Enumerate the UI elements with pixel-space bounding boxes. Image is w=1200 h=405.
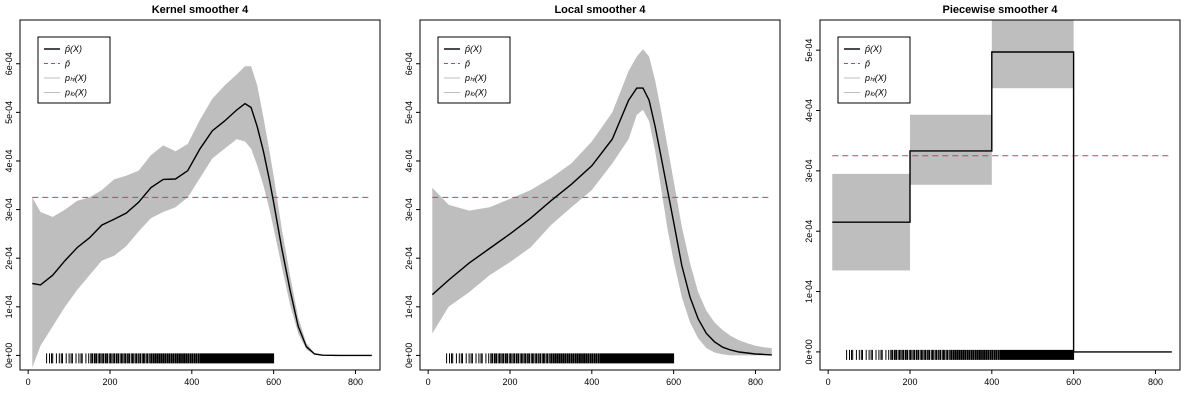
legend-label: p̄: [864, 59, 870, 69]
y-tick-label: 2e-04: [4, 247, 14, 270]
panel-title: Kernel smoother 4: [152, 4, 249, 16]
plot-frame: [819, 19, 1181, 371]
y-tick-label: 4e-04: [404, 149, 414, 172]
y-tick-label: 5e-04: [4, 101, 14, 124]
panel-2: Local smoother 4 0 200 400 600 800 0e+00 1e-04 2…: [404, 4, 781, 387]
x-tick-label: 400: [184, 377, 199, 387]
y-tick-label: 6e-04: [404, 52, 414, 75]
fitted-curve: [431, 87, 772, 356]
confidence-band-segment: [991, 20, 1074, 89]
y-tick-label: 0e+00: [404, 343, 414, 368]
x-tick-label: 800: [1148, 377, 1163, 387]
panel-3: Piecewise smoother 4 0 200 400 600 800 0e+00 1e…: [804, 4, 1181, 387]
legend: p̂(X) p̄ pₕᵢ(X) pₗₒ(X): [837, 36, 911, 104]
y-tick-label: 6e-04: [4, 52, 14, 75]
plot-frame: [19, 19, 381, 371]
panel-1: Kernel smoother 4 0 200 400 600 800 0e+00 1e-04…: [4, 4, 381, 387]
x-tick-label: 400: [584, 377, 599, 387]
y-tick-label: 5e-04: [804, 39, 814, 62]
rug-marks: [446, 353, 675, 364]
x-tick-label: 0: [26, 377, 31, 387]
legend-label: pₕᵢ(X): [464, 73, 487, 83]
legend-label: p̄: [464, 59, 470, 69]
y-tick-label: 0e+00: [4, 343, 14, 368]
x-tick-label: 400: [984, 377, 999, 387]
legend-label: pₗₒ(X): [864, 88, 887, 98]
y-tick-label: 1e-04: [804, 280, 814, 303]
rug-marks: [46, 353, 275, 364]
x-tick-label: 0: [426, 377, 431, 387]
y-tick-label: 1e-04: [4, 295, 14, 318]
legend-label: p̂(X): [64, 44, 82, 54]
x-tick-label: 200: [902, 377, 917, 387]
y-tick-label: 3e-04: [404, 198, 414, 221]
x-tick-label: 800: [748, 377, 763, 387]
plot-frame: [419, 19, 781, 371]
y-tick-label: 5e-04: [404, 101, 414, 124]
x-tick-label: 800: [348, 377, 363, 387]
y-tick-label: 3e-04: [804, 159, 814, 182]
fitted-curve: [832, 51, 1172, 353]
y-tick-label: 2e-04: [804, 220, 814, 243]
legend-label: pₕᵢ(X): [864, 73, 887, 83]
y-tick-label: 0e+00: [804, 339, 814, 364]
legend-label: p̂(X): [464, 44, 482, 54]
legend-label: pₗₒ(X): [464, 88, 487, 98]
panel-title: Local smoother 4: [554, 4, 646, 16]
legend: p̂(X) p̄ pₕᵢ(X) pₗₒ(X): [37, 36, 111, 104]
y-tick-label: 3e-04: [4, 198, 14, 221]
x-tick-label: 200: [502, 377, 517, 387]
legend: p̂(X) p̄ pₕᵢ(X) pₗₒ(X): [437, 36, 511, 104]
x-tick-label: 0: [826, 377, 831, 387]
legend-label: pₕᵢ(X): [64, 73, 87, 83]
y-tick-label: 2e-04: [404, 247, 414, 270]
x-tick-label: 600: [666, 377, 681, 387]
rug-marks: [846, 349, 1075, 360]
x-tick-label: 600: [1066, 377, 1081, 387]
y-tick-label: 4e-04: [804, 99, 814, 122]
legend-label: p̄: [64, 59, 70, 69]
fitted-curve: [32, 102, 372, 357]
confidence-band: [32, 66, 372, 368]
confidence-band-segment: [910, 114, 992, 185]
x-tick-label: 200: [102, 377, 117, 387]
legend-label: p̂(X): [864, 44, 882, 54]
panel-title: Piecewise smoother 4: [943, 4, 1059, 16]
legend-label: pₗₒ(X): [64, 88, 87, 98]
confidence-band: [432, 49, 772, 356]
y-tick-label: 4e-04: [4, 149, 14, 172]
y-tick-label: 1e-04: [404, 295, 414, 318]
x-tick-label: 600: [266, 377, 281, 387]
